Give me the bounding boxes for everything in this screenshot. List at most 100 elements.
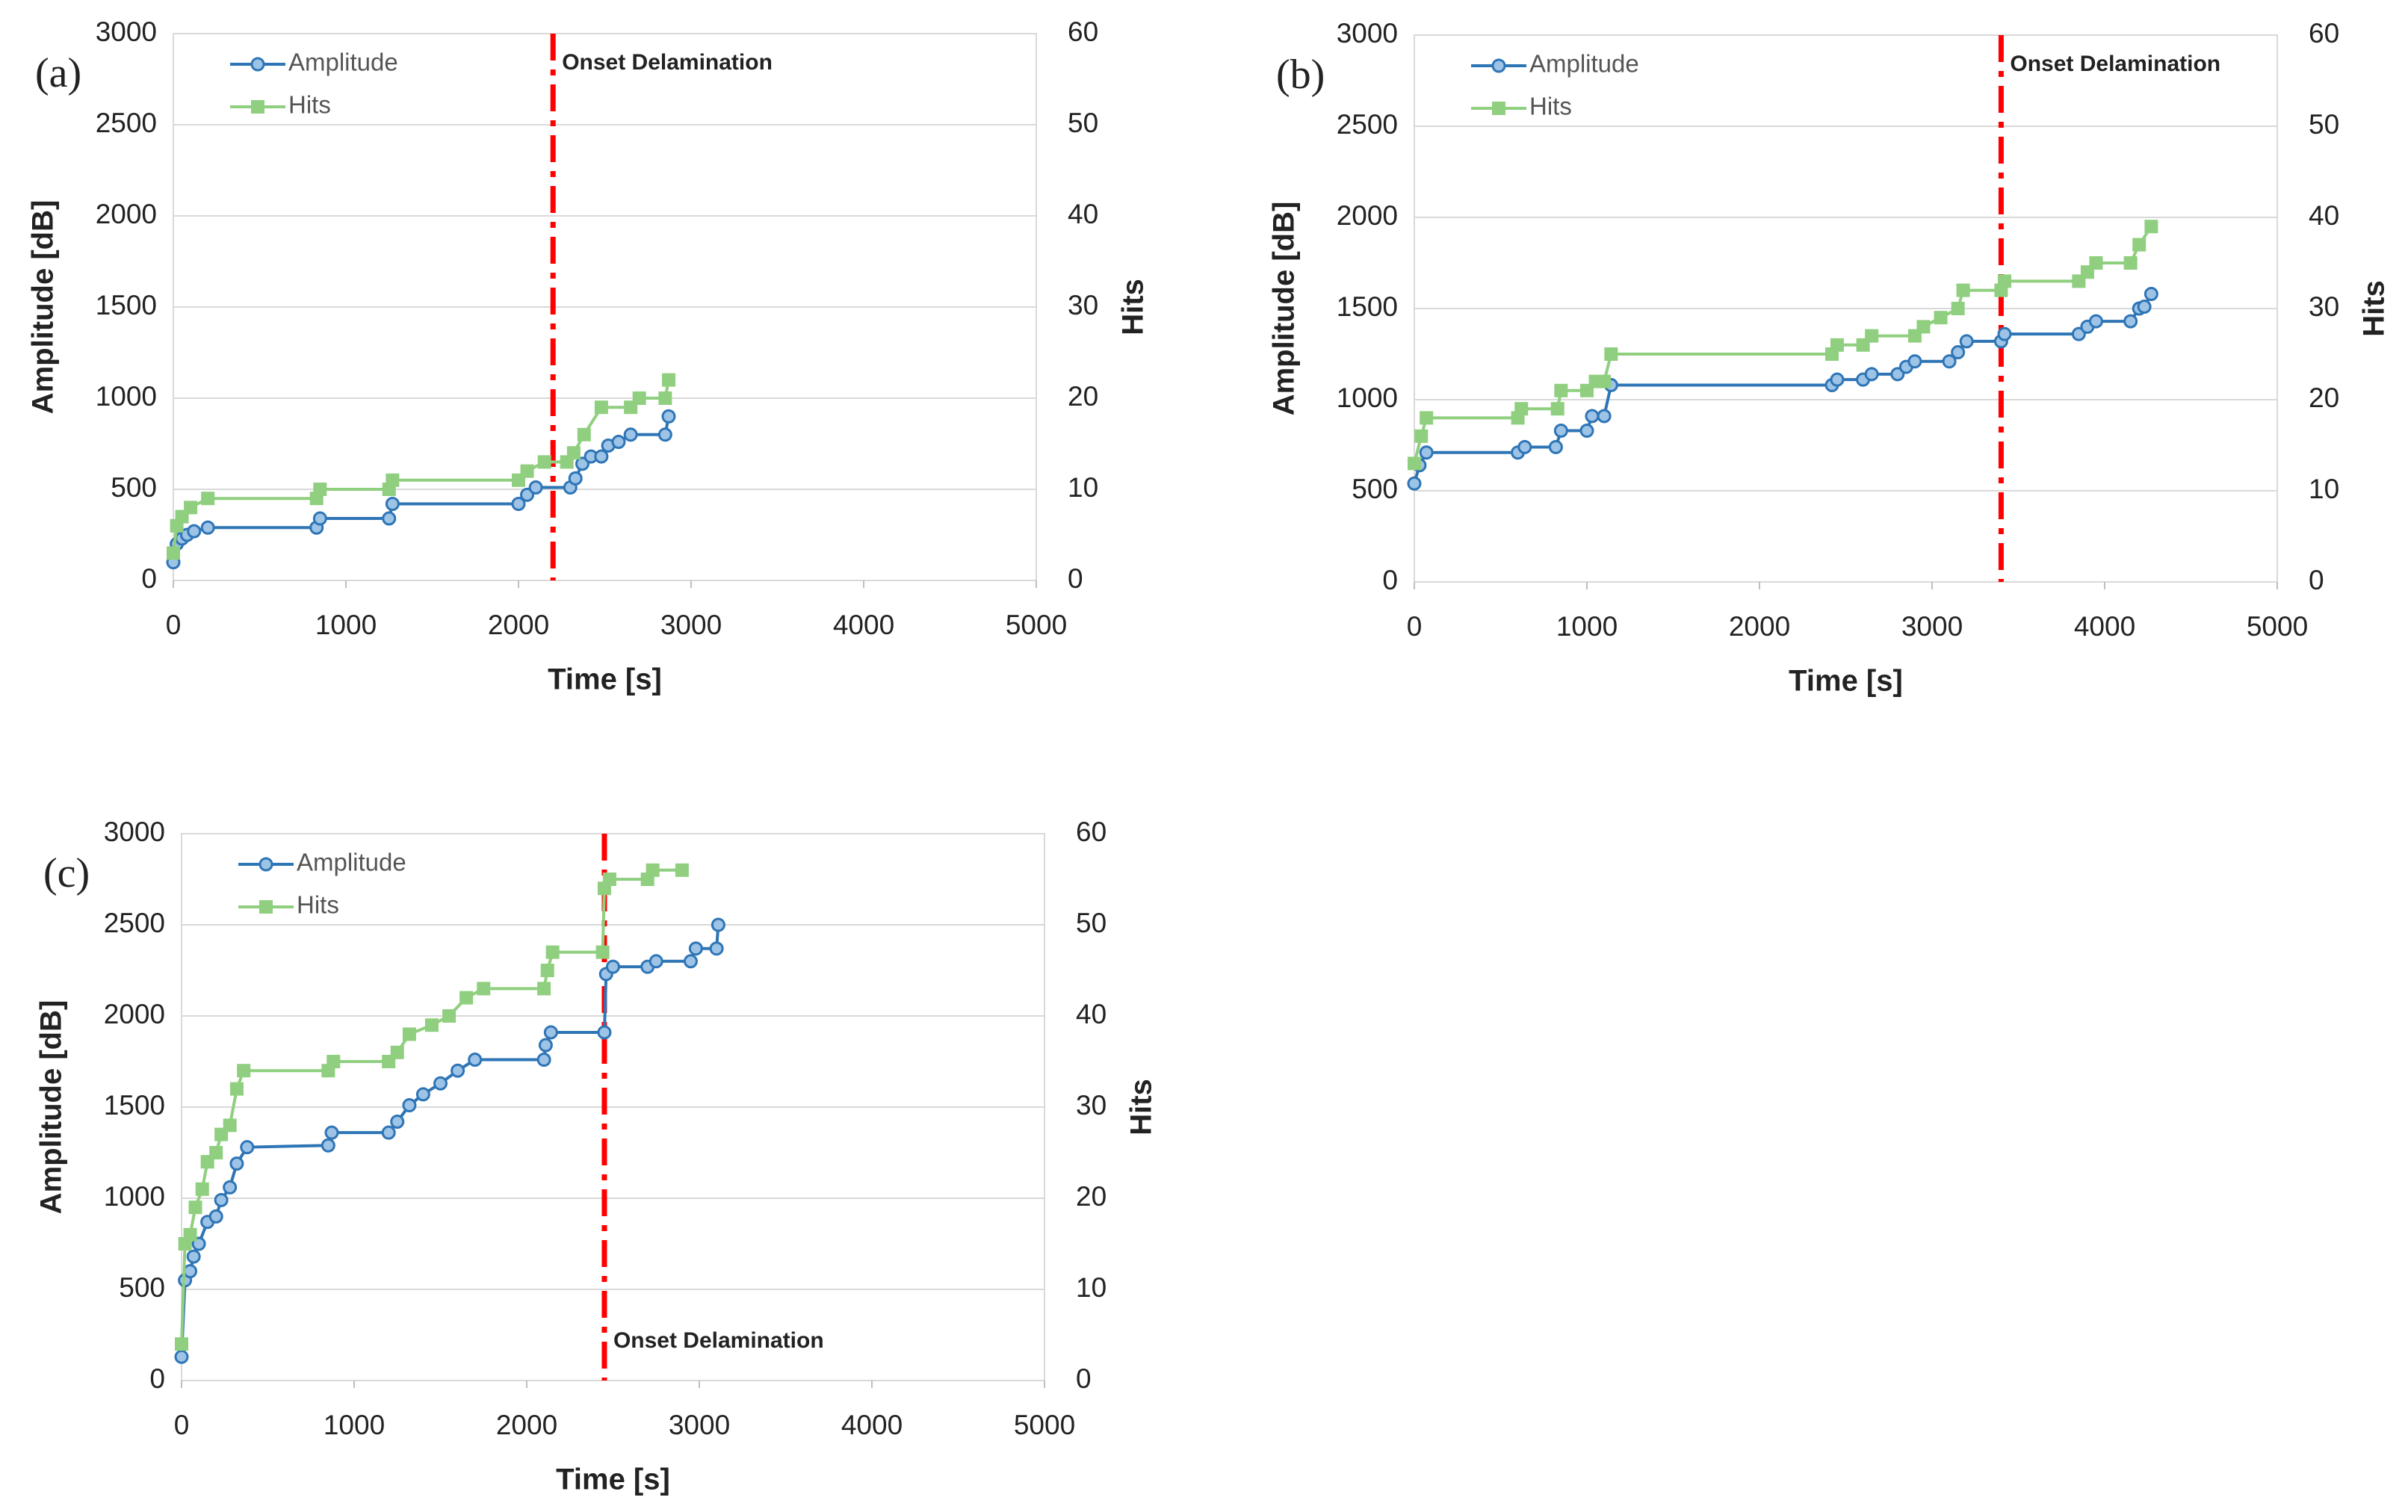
marker [229,1082,244,1096]
marker [402,1027,416,1041]
y2-tick-label: 30 [2309,291,2339,322]
x-axis-title: Time [s] [548,663,662,696]
x-tick-label: 2000 [488,610,549,640]
marker [661,409,676,424]
marker [623,427,638,442]
marker [649,954,663,969]
y2-tick-label: 60 [1068,16,1098,47]
x-tick-label: 0 [174,1410,190,1440]
marker [1419,445,1434,460]
marker [2089,256,2103,270]
marker [1597,409,1612,424]
marker [1548,439,1563,454]
y-tick-label: 1500 [96,290,157,320]
marker [594,449,609,464]
marker [385,497,400,512]
y2-axis-title: Hits [1117,279,1150,335]
marker [568,471,583,486]
series-line [1413,293,2153,484]
y-tick-label: 3000 [96,16,157,47]
marker [433,1076,448,1091]
marker [386,473,400,487]
marker [611,435,626,450]
y2-tick-label: 30 [1076,1090,1106,1121]
marker [2144,220,2158,234]
marker [543,1025,558,1040]
y2-tick-label: 20 [1068,381,1098,412]
marker [1907,354,1922,369]
marker [537,455,551,469]
y2-tick-label: 10 [1076,1272,1106,1303]
y2-tick-label: 30 [1068,290,1098,320]
marker [711,917,725,932]
y-tick-label: 0 [1382,565,1398,595]
marker [657,427,672,442]
legend-marker [1492,102,1505,115]
marker [1420,411,1434,425]
marker [229,1156,244,1171]
marker [597,1025,612,1040]
marker [594,400,608,415]
y-axis-title: Amplitude [dB] [1268,202,1301,416]
marker [200,520,215,535]
marker [214,1192,229,1207]
x-tick-label: 4000 [2074,611,2135,642]
x-tick-label: 1000 [1556,611,1618,642]
marker [424,1018,439,1032]
y-tick-label: 2500 [96,108,157,138]
marker [1597,374,1612,388]
marker [709,941,724,956]
marker [468,1053,483,1068]
legend-marker [251,100,264,114]
onset-label: Onset Delamination [613,1328,824,1353]
legend-marker [259,900,273,914]
marker [326,1055,341,1068]
marker [545,945,560,959]
x-tick-label: 1000 [324,1410,385,1440]
panel-label: (b) [1276,52,1325,98]
x-tick-label: 3000 [669,1410,730,1440]
marker [646,863,660,877]
y-tick-label: 2000 [104,999,165,1029]
marker [390,1045,404,1059]
marker [538,1038,553,1053]
chart: 0 500 1000 1500 2000 2500 3000 0 10 20 30 40 50 60 0 10… [1268,18,2391,698]
y2-tick-label: 0 [2309,565,2324,595]
marker [658,391,672,405]
marker [537,982,551,996]
marker [1514,402,1529,416]
x-tick-label: 4000 [841,1410,903,1440]
x-tick-label: 5000 [1014,1410,1075,1440]
x-tick-label: 2000 [496,1410,557,1440]
y-tick-label: 2500 [104,908,165,938]
marker [528,480,543,495]
y2-axis-title: Hits [1125,1079,1158,1135]
y2-axis-title: Hits [2358,280,2391,337]
y-tick-label: 2000 [1337,200,1398,231]
marker [520,464,534,478]
panel-label: (a) [35,50,81,96]
x-tick-label: 4000 [833,610,894,640]
marker [183,1227,197,1242]
marker [536,1053,551,1068]
marker [1865,329,1879,343]
marker [688,941,703,956]
y2-tick-label: 10 [2309,474,2339,504]
marker [321,1138,335,1153]
marker [1951,302,1965,315]
marker [1553,423,1568,438]
marker [1956,283,1970,297]
marker [208,1209,223,1224]
marker [1830,338,1844,352]
y2-tick-label: 0 [1076,1363,1092,1394]
marker [201,492,215,506]
marker [595,945,610,959]
marker [451,1063,465,1078]
y2-tick-label: 0 [1068,563,1083,594]
marker [606,959,620,974]
marker [1550,402,1564,416]
y2-tick-label: 60 [2309,18,2339,49]
y2-tick-label: 20 [1076,1181,1106,1212]
